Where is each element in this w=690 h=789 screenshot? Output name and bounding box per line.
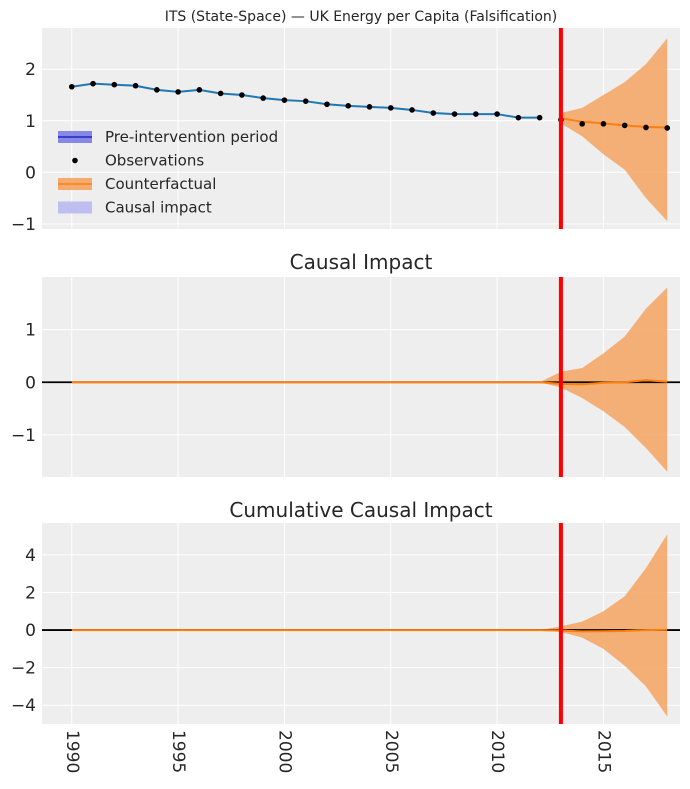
observation-point xyxy=(345,103,352,109)
observation-point xyxy=(621,122,628,129)
observation-point xyxy=(68,83,75,90)
observation-point xyxy=(90,80,96,87)
x-tick-label: 2000 xyxy=(274,730,294,773)
observation-point xyxy=(302,98,309,104)
plot-background xyxy=(42,523,680,724)
observation-point xyxy=(175,89,181,95)
y-tick-label: −1 xyxy=(11,426,36,446)
observation-point xyxy=(281,97,288,103)
observation-point xyxy=(451,111,458,117)
observation-point xyxy=(600,121,607,127)
observation-point xyxy=(239,92,245,98)
observation-point xyxy=(430,110,437,116)
y-tick-label: −1 xyxy=(11,215,36,235)
legend-swatch xyxy=(72,157,78,164)
panel-1: −1 0 1 2 xyxy=(11,28,680,235)
x-tick-label: 1990 xyxy=(62,730,82,773)
series-line xyxy=(71,628,668,633)
observation-point xyxy=(579,121,585,127)
series-line xyxy=(560,117,668,129)
panel-2: −1 0 1 Causal Impact xyxy=(11,250,680,477)
y-tick-label: 0 xyxy=(25,163,36,183)
legend-item: Causal impact xyxy=(58,199,212,217)
legend-label: Pre-intervention period xyxy=(105,128,278,146)
y-tick-label: −4 xyxy=(11,696,36,716)
x-tick-label: 2010 xyxy=(487,730,507,773)
legend: Pre-intervention period Observations Count… xyxy=(58,128,278,217)
observation-point xyxy=(643,124,649,131)
observation-point xyxy=(111,81,118,88)
observation-point xyxy=(515,114,522,121)
observation-point xyxy=(473,111,479,117)
uncertainty-band xyxy=(560,38,668,222)
panel-3: −4 −2 0 2 4 Cumulative Causal Impact 1990 1995 2… xyxy=(11,498,680,773)
y-tick-label: −2 xyxy=(11,659,36,679)
legend-item: Observations xyxy=(72,152,204,170)
y-tick-label: 0 xyxy=(25,621,36,641)
y-tick-label: 1 xyxy=(25,321,36,341)
y-tick-label: 4 xyxy=(25,546,36,566)
figure-title: ITS (State-Space) — UK Energy per Capita… xyxy=(165,9,558,25)
observation-point xyxy=(196,87,203,93)
x-tick-label: 2015 xyxy=(593,730,613,773)
legend-item: Pre-intervention period xyxy=(58,128,278,146)
panel-title: Cumulative Causal Impact xyxy=(229,498,492,522)
series-line xyxy=(71,379,668,386)
legend-label: Observations xyxy=(105,152,204,170)
legend-item: Counterfactual xyxy=(58,175,216,193)
y-tick-label: 2 xyxy=(25,60,36,80)
observation-point xyxy=(536,114,543,121)
y-tick-label: 2 xyxy=(25,584,36,604)
observation-point xyxy=(494,111,500,117)
y-tick-label: 0 xyxy=(25,373,36,393)
legend-swatch xyxy=(58,201,92,214)
observation-point xyxy=(664,125,671,131)
x-tick-label: 2005 xyxy=(381,730,401,773)
legend-label: Counterfactual xyxy=(105,175,216,193)
observation-point xyxy=(366,104,373,110)
observation-point xyxy=(409,107,415,113)
observation-point xyxy=(260,95,266,101)
observation-point xyxy=(132,82,139,89)
observation-point xyxy=(217,90,224,97)
chart-panels: −1 0 1 2 −1 0 1 Causal Impact −4 −2 0 2 4 Cumulative … xyxy=(11,28,680,773)
x-tick-label: 1995 xyxy=(168,730,188,773)
uncertainty-band xyxy=(71,287,668,472)
observation-point xyxy=(154,87,160,93)
legend-label: Causal impact xyxy=(105,199,212,217)
y-tick-label: 1 xyxy=(25,112,36,132)
observation-point xyxy=(324,101,330,108)
observation-point xyxy=(387,105,394,111)
panel-title: Causal Impact xyxy=(290,250,433,274)
